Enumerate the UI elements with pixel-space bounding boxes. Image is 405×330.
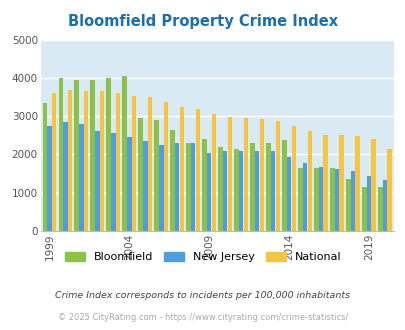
Bar bbox=[138, 118, 143, 231]
Bar bbox=[350, 171, 354, 231]
Bar bbox=[345, 179, 350, 231]
Bar bbox=[95, 131, 99, 231]
Bar bbox=[83, 91, 88, 231]
Text: © 2025 CityRating.com - https://www.cityrating.com/crime-statistics/: © 2025 CityRating.com - https://www.city… bbox=[58, 313, 347, 322]
Bar bbox=[179, 107, 184, 231]
Bar bbox=[163, 102, 168, 231]
Bar bbox=[106, 78, 111, 231]
Bar bbox=[386, 149, 391, 231]
Bar bbox=[211, 114, 215, 231]
Bar bbox=[115, 93, 120, 231]
Bar bbox=[307, 131, 311, 231]
Bar bbox=[259, 119, 263, 231]
Bar bbox=[222, 150, 227, 231]
Bar bbox=[361, 187, 366, 231]
Legend: Bloomfield, New Jersey, National: Bloomfield, New Jersey, National bbox=[60, 248, 345, 267]
Bar bbox=[329, 168, 334, 231]
Bar bbox=[377, 187, 382, 231]
Bar bbox=[43, 103, 47, 231]
Bar bbox=[47, 126, 51, 231]
Bar bbox=[313, 168, 318, 231]
Bar bbox=[147, 97, 152, 231]
Bar bbox=[127, 137, 131, 231]
Bar bbox=[270, 151, 275, 231]
Bar bbox=[249, 143, 254, 231]
Bar bbox=[90, 80, 95, 231]
Bar bbox=[339, 135, 343, 231]
Bar bbox=[239, 150, 243, 231]
Bar bbox=[266, 143, 270, 231]
Bar bbox=[68, 90, 72, 231]
Bar bbox=[234, 149, 238, 231]
Bar bbox=[52, 93, 56, 231]
Bar bbox=[371, 139, 375, 231]
Bar bbox=[186, 143, 190, 231]
Bar bbox=[202, 139, 206, 231]
Bar bbox=[131, 96, 136, 231]
Bar bbox=[334, 169, 339, 231]
Bar bbox=[227, 117, 232, 231]
Bar bbox=[159, 145, 163, 231]
Bar bbox=[323, 135, 327, 231]
Bar bbox=[243, 118, 247, 231]
Bar bbox=[286, 157, 291, 231]
Bar bbox=[218, 147, 222, 231]
Bar bbox=[382, 180, 386, 231]
Bar bbox=[79, 124, 83, 231]
Bar bbox=[207, 152, 211, 231]
Bar bbox=[154, 120, 158, 231]
Bar bbox=[366, 176, 370, 231]
Bar bbox=[175, 143, 179, 231]
Text: Bloomfield Property Crime Index: Bloomfield Property Crime Index bbox=[68, 14, 337, 29]
Bar bbox=[100, 91, 104, 231]
Bar bbox=[318, 167, 322, 231]
Bar bbox=[170, 130, 175, 231]
Bar bbox=[58, 78, 63, 231]
Bar bbox=[63, 122, 68, 231]
Bar bbox=[355, 136, 359, 231]
Bar bbox=[195, 109, 200, 231]
Bar bbox=[298, 168, 302, 231]
Bar bbox=[254, 150, 259, 231]
Bar bbox=[122, 76, 127, 231]
Text: Crime Index corresponds to incidents per 100,000 inhabitants: Crime Index corresponds to incidents per… bbox=[55, 291, 350, 300]
Bar bbox=[190, 143, 195, 231]
Bar bbox=[302, 163, 307, 231]
Bar bbox=[291, 126, 295, 231]
Bar bbox=[111, 133, 115, 231]
Bar bbox=[281, 140, 286, 231]
Bar bbox=[143, 141, 147, 231]
Bar bbox=[275, 121, 279, 231]
Bar bbox=[74, 80, 79, 231]
